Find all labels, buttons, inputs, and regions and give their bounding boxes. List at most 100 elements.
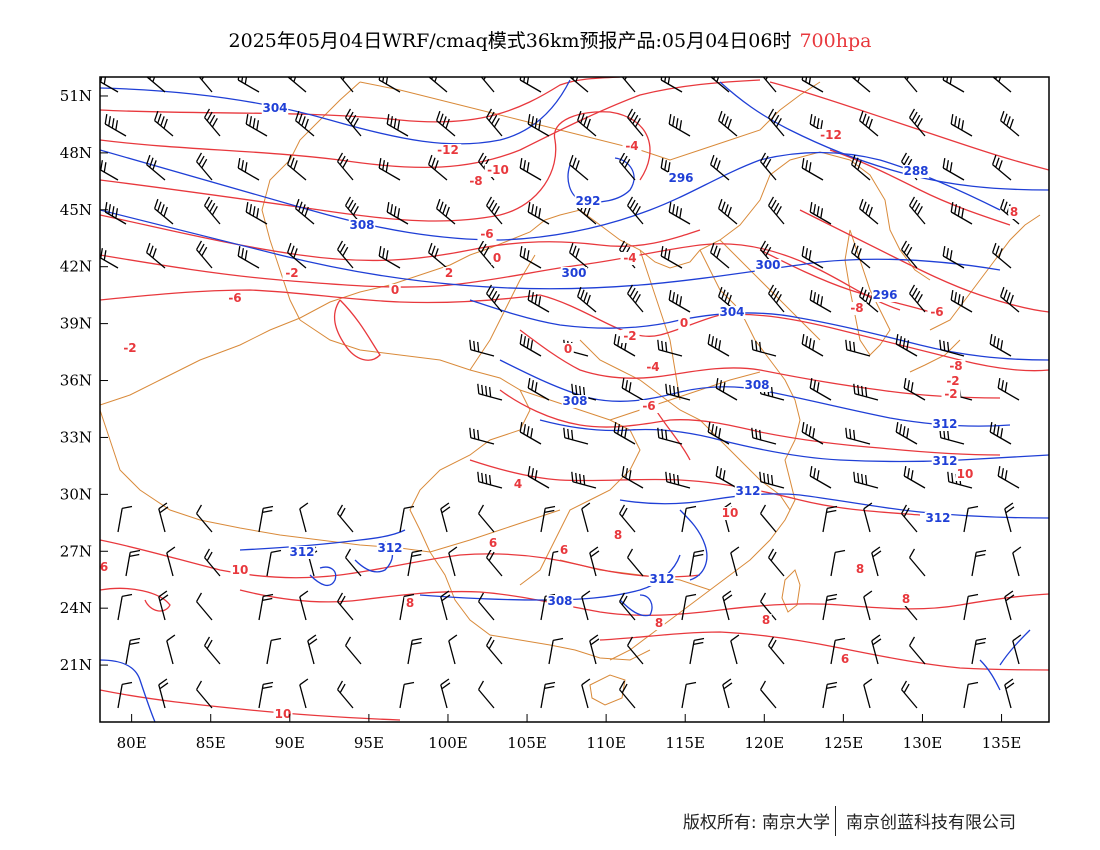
wind-barb	[337, 592, 354, 621]
y-tick-label: 30N	[60, 485, 92, 503]
wind-barb	[859, 110, 879, 137]
wind-barb	[589, 546, 600, 577]
wind-barb	[486, 108, 503, 137]
wind-barb	[621, 77, 636, 93]
wind-barb	[287, 154, 307, 181]
contour-label: -6	[930, 305, 943, 319]
wind-barb	[989, 334, 1012, 357]
wind-barb	[971, 637, 987, 665]
wind-barb	[619, 504, 636, 533]
wind-barb	[768, 284, 785, 313]
contour-label: 0	[680, 316, 688, 330]
wind-barb	[428, 77, 448, 93]
x-tick-label: 95E	[354, 734, 384, 752]
wind-barb	[378, 158, 401, 181]
contour-label: 304	[719, 305, 744, 319]
wind-barb	[992, 77, 1012, 93]
wind-barb	[295, 110, 315, 137]
contour-label: 296	[872, 288, 897, 302]
wind-barb	[627, 108, 644, 137]
wind-barb	[519, 246, 542, 269]
wind-barb	[751, 339, 777, 357]
contour-label: 2	[445, 266, 453, 280]
wind-barb	[407, 549, 423, 577]
contour-label: -12	[820, 128, 842, 142]
contour-label: -2	[944, 387, 957, 401]
wind-barb	[909, 284, 926, 313]
y-tick-label: 27N	[60, 542, 92, 560]
contour-label: 8	[655, 616, 663, 630]
wind-barb	[337, 240, 354, 269]
wind-barb	[386, 114, 409, 137]
contour-label-bg	[718, 306, 746, 319]
wind-barb	[104, 114, 127, 137]
inner-province-3	[639, 249, 681, 401]
contour-label-bg	[376, 542, 404, 555]
contour-label-bg	[560, 267, 588, 280]
contour-label: 312	[932, 454, 957, 468]
wind-barb	[307, 634, 318, 665]
contour-label: 308	[547, 594, 572, 608]
contour-label-bg	[288, 546, 316, 559]
wind-barb	[909, 108, 926, 137]
wind-barb	[196, 680, 213, 709]
contour-label-bg	[225, 292, 245, 305]
contour-label: -2	[285, 266, 298, 280]
wind-barb	[997, 466, 1020, 489]
contour-label: 10	[232, 563, 249, 577]
contour-label-bg	[902, 165, 930, 178]
contour-label: 6	[489, 536, 497, 550]
wind-barb	[845, 339, 871, 357]
wind-barb	[378, 246, 401, 269]
wind-barb	[166, 546, 176, 577]
wind-barb	[963, 593, 979, 621]
wind-barb	[722, 590, 733, 621]
wind-barb	[1000, 286, 1020, 313]
wind-barb	[992, 242, 1012, 269]
wind-barb	[258, 593, 274, 621]
china-west-border	[100, 409, 431, 553]
contour-label-bg	[512, 478, 524, 491]
contour-label-bg	[100, 561, 110, 574]
wind-barb	[469, 427, 495, 445]
contour-label: 308	[349, 218, 374, 232]
x-tick-label: 115E	[665, 734, 705, 752]
contour-label: 8	[406, 596, 414, 610]
x-axis-labels: 80E 85E 90E 95E 100E 105E 110E 115E 120E 125E 130E…	[117, 734, 1022, 752]
wind-barb	[707, 422, 730, 445]
contour-label-bg	[546, 595, 574, 608]
contour-label-bg	[484, 164, 512, 177]
wind-barb	[822, 505, 838, 533]
wind-barb	[287, 242, 307, 269]
contour-label-bg	[900, 593, 912, 606]
wind-barb	[245, 114, 268, 137]
wind-barb	[627, 284, 644, 313]
contour-label: 10	[275, 707, 292, 721]
wind-barb	[237, 158, 260, 181]
wind-barb	[399, 681, 415, 709]
contour-label-bg	[620, 330, 640, 343]
wind-barb	[345, 636, 362, 665]
wind-barb	[527, 290, 550, 313]
wind-barb	[1004, 678, 1015, 709]
contour-label-bg	[734, 485, 762, 498]
wind-barb	[730, 546, 740, 577]
wind-barb	[158, 678, 169, 709]
wind-barb	[571, 471, 597, 489]
wind-barb	[751, 427, 777, 445]
wind-barb	[266, 637, 282, 665]
contour-label-bg	[743, 379, 771, 392]
wind-barb	[668, 202, 691, 225]
wind-barb	[950, 202, 973, 225]
x-tick-label: 105E	[507, 734, 547, 752]
wind-barb	[440, 502, 451, 533]
x-tick-label: 120E	[745, 734, 785, 752]
wind-barb	[863, 678, 873, 709]
wind-barb	[146, 242, 166, 269]
x-tick-label: 125E	[824, 734, 864, 752]
wind-barb	[337, 680, 354, 709]
wind-barb	[613, 422, 636, 445]
y-tick-label: 33N	[60, 428, 92, 446]
wind-barb	[1000, 110, 1020, 137]
